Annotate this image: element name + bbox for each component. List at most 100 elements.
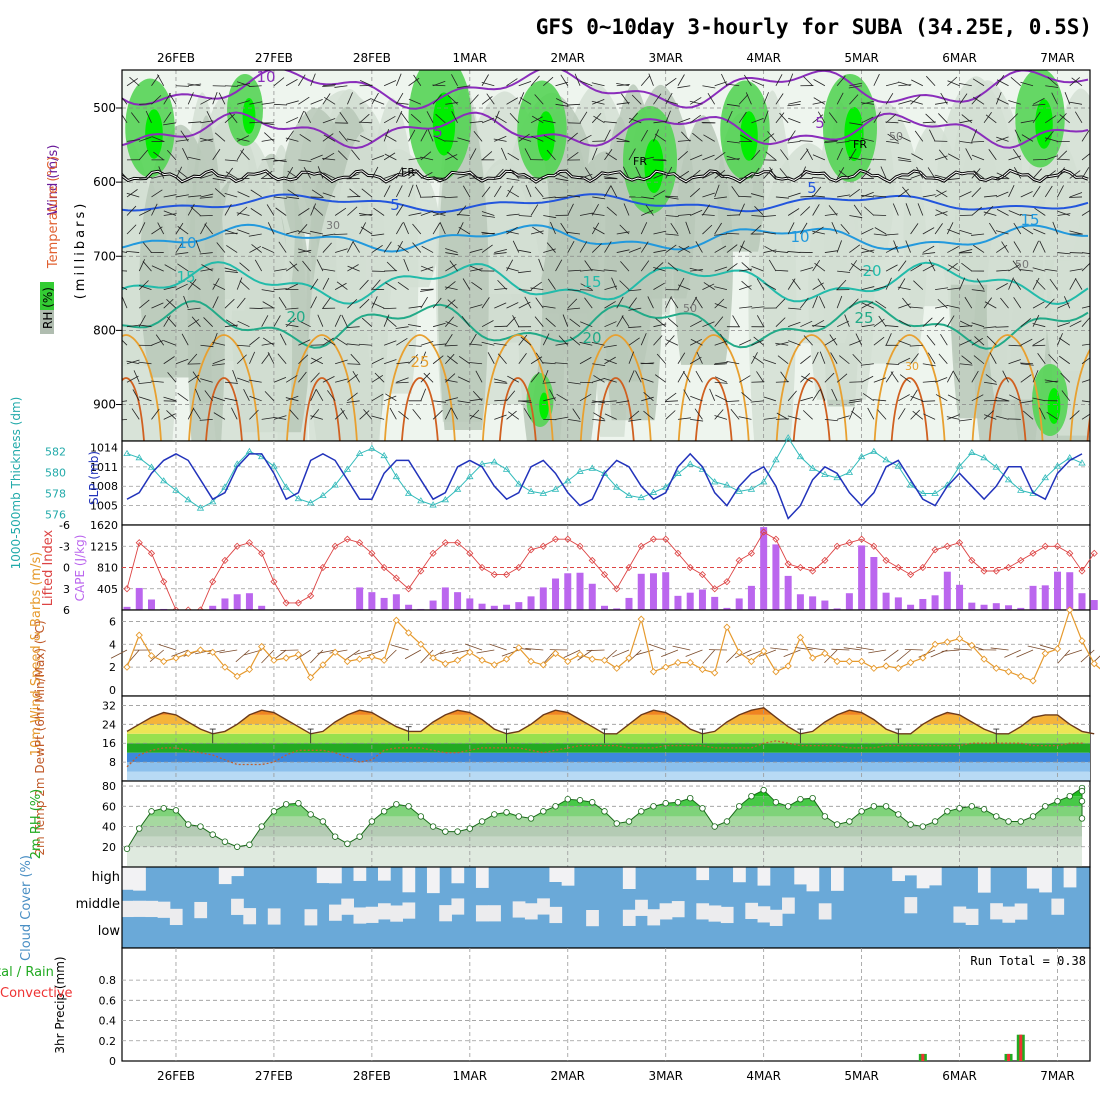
wind-barb (665, 100, 679, 105)
wind-barb (714, 222, 722, 235)
wind-barb (225, 171, 238, 179)
cape-bar (441, 587, 449, 610)
wind-barb (628, 370, 635, 383)
precip-panel: 00.20.40.60.8 Run Total = 0.38 3hr Preci… (0, 947, 1091, 1068)
wind-barb (677, 370, 685, 383)
rh-point (674, 799, 682, 806)
wind-barb (371, 415, 385, 420)
wind-barb (855, 333, 862, 346)
wind-barb (451, 111, 458, 124)
wind-barb (641, 396, 654, 402)
wind-barb (181, 333, 189, 346)
cloud-gap-middle (122, 900, 134, 918)
wind-barb (469, 148, 477, 161)
wind-barb (132, 389, 140, 402)
wind-barb (604, 285, 618, 291)
wind-barb (383, 241, 392, 253)
contour-label: 30 (905, 360, 919, 373)
wind-barb (334, 85, 348, 88)
wind-barb (358, 213, 372, 216)
surface-wind-barb (661, 649, 679, 657)
wind-barb (948, 264, 960, 272)
wind-barb (664, 195, 678, 198)
rh-point (344, 840, 351, 847)
wind-barb (512, 315, 520, 327)
wind-barb (555, 178, 569, 182)
rh-point (601, 808, 608, 815)
thickness-point (796, 452, 805, 460)
wind-barb (775, 317, 786, 327)
rh-point (552, 803, 559, 810)
wind-barb (604, 358, 617, 365)
wind-barb (530, 287, 544, 291)
wind-barb (351, 149, 360, 161)
wind-barb (934, 174, 948, 179)
wind-barb (836, 295, 843, 309)
wind-barb (347, 206, 358, 216)
precip-gridlines (122, 948, 1090, 1061)
wind-barb (384, 134, 397, 142)
wind-barb (677, 277, 685, 290)
wind-barb (408, 184, 414, 198)
wind-barb (875, 300, 887, 309)
wind-barb (506, 78, 518, 87)
axis-tick-label: 700 (93, 249, 116, 263)
wind-barb (867, 407, 875, 420)
lifted-index-point (1078, 567, 1086, 575)
wind-barb (261, 157, 275, 161)
wind-barb (640, 260, 650, 272)
thickness-point (882, 456, 890, 463)
wind-barb (739, 306, 753, 309)
wind-barb (550, 221, 556, 235)
wind-barb (420, 351, 427, 364)
cape-bar (686, 592, 694, 610)
axis-tick-label: 0.8 (99, 974, 117, 987)
wind-barb (213, 283, 226, 290)
wind-barb (959, 249, 973, 253)
wind-barb (812, 204, 820, 216)
wind-barb (853, 204, 862, 216)
wind-speed-point (258, 642, 266, 651)
wind-barb (1035, 280, 1046, 290)
wind-barb (665, 77, 677, 87)
wind-barb (653, 335, 663, 346)
wind-barb (549, 389, 556, 402)
wind-barb (230, 407, 238, 420)
wind-barb (1021, 226, 1034, 235)
wind-barb (690, 209, 703, 216)
wind-barb (800, 320, 813, 328)
wind-barb (350, 353, 360, 365)
wind-barb (1081, 357, 1090, 365)
wind-barb (690, 268, 704, 272)
wind-barb (122, 251, 128, 253)
wind-barb (861, 324, 875, 328)
lifted-index-point (209, 578, 217, 586)
wind-speed-point (1041, 649, 1049, 658)
precip-ylabel: 3hr Precip (mm) (53, 956, 67, 1053)
wind-barb (261, 289, 275, 293)
wind-barb (813, 97, 826, 105)
cloud-gap-middle (953, 906, 967, 923)
wind-barb (1051, 92, 1058, 105)
wind-barb (371, 393, 384, 402)
wind-barb (129, 76, 140, 87)
rh-point (295, 800, 302, 807)
wind-barb (481, 74, 489, 86)
wind-barb (481, 186, 491, 198)
wind-barb (1000, 297, 1009, 309)
wind-barb (163, 298, 174, 309)
wind-barb (138, 361, 152, 365)
wind-speed-point (906, 658, 915, 667)
wind-barb (714, 409, 724, 420)
wind-barb (200, 268, 214, 272)
wind-barb (819, 296, 826, 309)
wind-speed-point (1090, 660, 1098, 668)
wind-barb (995, 74, 1005, 86)
thickness-ylabel: 1000-500mb Thickness (dm) (9, 397, 23, 570)
wind-barb (420, 372, 431, 383)
wind-barb (849, 298, 859, 309)
wind-barb (801, 375, 813, 383)
bottom-date-label: 1MAR (453, 1069, 488, 1083)
wind-barb (346, 326, 360, 329)
